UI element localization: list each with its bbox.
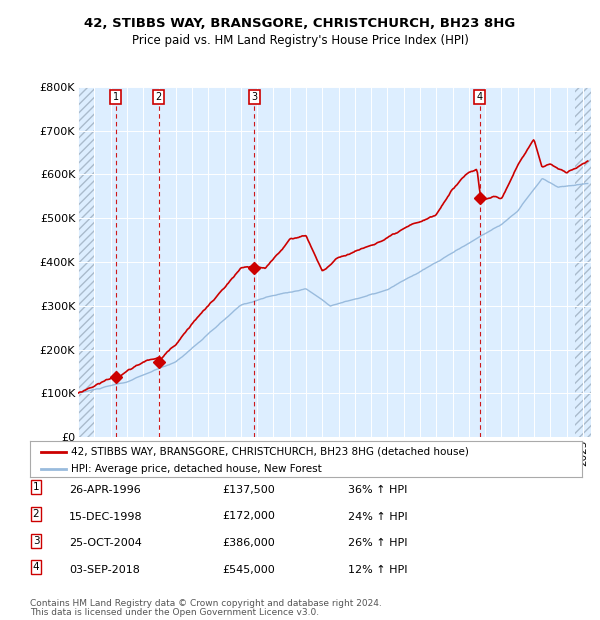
Text: 4: 4	[477, 92, 483, 102]
Text: 26% ↑ HPI: 26% ↑ HPI	[348, 538, 407, 548]
Text: 15-DEC-1998: 15-DEC-1998	[69, 512, 143, 521]
Text: 12% ↑ HPI: 12% ↑ HPI	[348, 565, 407, 575]
Text: 3: 3	[32, 536, 40, 546]
Text: 2: 2	[32, 509, 40, 519]
Text: 03-SEP-2018: 03-SEP-2018	[69, 565, 140, 575]
Text: This data is licensed under the Open Government Licence v3.0.: This data is licensed under the Open Gov…	[30, 608, 319, 617]
Text: 42, STIBBS WAY, BRANSGORE, CHRISTCHURCH, BH23 8HG (detached house): 42, STIBBS WAY, BRANSGORE, CHRISTCHURCH,…	[71, 446, 469, 456]
Text: £137,500: £137,500	[222, 485, 275, 495]
Text: 42, STIBBS WAY, BRANSGORE, CHRISTCHURCH, BH23 8HG: 42, STIBBS WAY, BRANSGORE, CHRISTCHURCH,…	[85, 17, 515, 30]
Text: £386,000: £386,000	[222, 538, 275, 548]
Text: 26-APR-1996: 26-APR-1996	[69, 485, 141, 495]
Text: £172,000: £172,000	[222, 512, 275, 521]
Text: £545,000: £545,000	[222, 565, 275, 575]
Text: 24% ↑ HPI: 24% ↑ HPI	[348, 512, 407, 521]
Text: Contains HM Land Registry data © Crown copyright and database right 2024.: Contains HM Land Registry data © Crown c…	[30, 598, 382, 608]
Text: 4: 4	[32, 562, 40, 572]
Text: Price paid vs. HM Land Registry's House Price Index (HPI): Price paid vs. HM Land Registry's House …	[131, 34, 469, 47]
Text: 2: 2	[155, 92, 162, 102]
Text: 25-OCT-2004: 25-OCT-2004	[69, 538, 142, 548]
Text: 36% ↑ HPI: 36% ↑ HPI	[348, 485, 407, 495]
Text: 3: 3	[251, 92, 257, 102]
Text: HPI: Average price, detached house, New Forest: HPI: Average price, detached house, New …	[71, 464, 322, 474]
Text: 1: 1	[113, 92, 119, 102]
Text: 1: 1	[32, 482, 40, 492]
